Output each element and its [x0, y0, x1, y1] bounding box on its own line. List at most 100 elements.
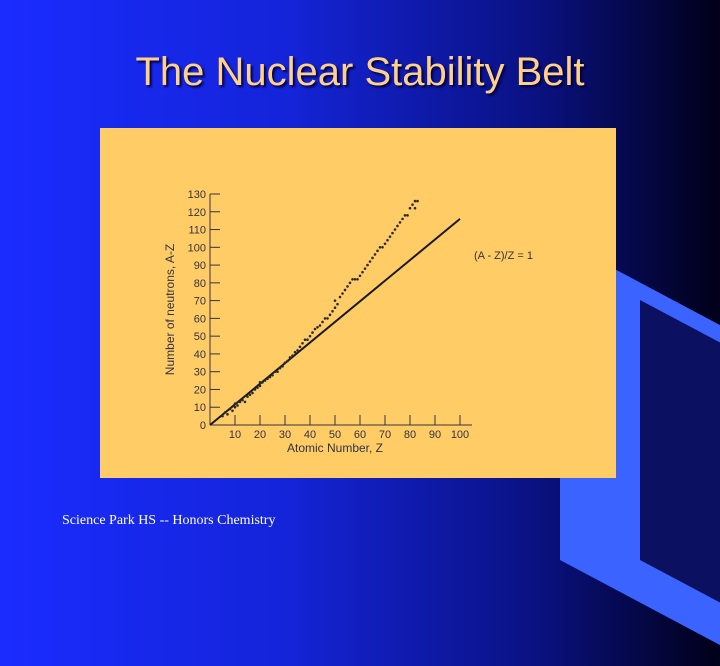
- data-point: [246, 395, 249, 398]
- data-point: [301, 341, 304, 345]
- data-point: [366, 263, 369, 267]
- y-tick-label: 70: [194, 296, 206, 308]
- data-point: [328, 313, 332, 317]
- data-point: [288, 356, 292, 359]
- data-point: [398, 221, 402, 224]
- data-point: [256, 386, 259, 389]
- data-point: [318, 324, 322, 327]
- data-point: [293, 350, 297, 354]
- data-point: [368, 260, 372, 263]
- data-point: [283, 361, 287, 365]
- y-tick-label: 120: [188, 207, 206, 219]
- x-tick-label: 40: [304, 429, 316, 441]
- data-point: [271, 373, 274, 377]
- data-point: [298, 345, 302, 349]
- data-point: [243, 400, 247, 404]
- y-tick-label: 60: [194, 313, 206, 325]
- reference-line-label: (A - Z)/Z = 1: [474, 250, 533, 262]
- y-tick-label: 20: [194, 384, 206, 396]
- data-point: [408, 206, 412, 210]
- data-point: [331, 309, 334, 313]
- data-point: [333, 299, 337, 302]
- data-point: [258, 381, 262, 384]
- data-point: [286, 359, 289, 363]
- data-point: [248, 393, 252, 397]
- x-axis-label: Atomic Number, Z: [287, 441, 383, 455]
- x-tick-label: 60: [354, 429, 366, 441]
- scatter-chart: 0 10 20 30 40 50 60 70 80 90 100 110 120 130 10 20 30 40 5…: [163, 189, 533, 455]
- x-tick-label: 30: [279, 429, 291, 441]
- data-point: [333, 306, 337, 310]
- data-point: [371, 256, 374, 260]
- data-point: [261, 381, 264, 384]
- x-tick-label: 50: [329, 429, 341, 441]
- data-point: [251, 391, 254, 395]
- y-tick-label: 30: [194, 367, 206, 379]
- x-tick-label: 20: [254, 429, 266, 441]
- data-point: [291, 354, 294, 357]
- data-point: [338, 295, 342, 299]
- data-point: [373, 253, 377, 256]
- x-tick-label: 10: [229, 429, 241, 441]
- data-point: [326, 317, 329, 320]
- x-tick-label: 70: [379, 429, 391, 441]
- data-point: [381, 246, 384, 249]
- data-point: [311, 331, 314, 334]
- data-point: [296, 349, 299, 352]
- data-point: [353, 277, 357, 281]
- data-point: [416, 199, 419, 203]
- data-point: [233, 405, 237, 409]
- accent-band-dark: [640, 300, 720, 614]
- footer-text: Science Park HS -- Honors Chemistry: [62, 513, 276, 528]
- data-point: [363, 267, 367, 270]
- data-point: [346, 285, 349, 288]
- data-point: [376, 249, 379, 253]
- data-point: [228, 407, 232, 411]
- data-point: [383, 242, 387, 246]
- data-point: [226, 413, 229, 416]
- data-point: [273, 370, 277, 373]
- data-point: [281, 365, 284, 368]
- data-point: [386, 238, 389, 242]
- data-point: [323, 317, 327, 320]
- y-tick-label: 10: [194, 402, 206, 414]
- data-point: [341, 292, 344, 295]
- data-point: [223, 411, 227, 414]
- data-point: [253, 388, 257, 391]
- y-axis-label: Number of neutrons, A-Z: [163, 244, 177, 375]
- data-point: [233, 402, 237, 405]
- chart-panel: 0 10 20 30 40 50 60 70 80 90 100 110 120 130 10 20 30 40 5…: [100, 128, 616, 478]
- data-point: [388, 235, 392, 238]
- x-tick-label: 90: [429, 429, 441, 441]
- y-tick-label: 0: [200, 420, 206, 432]
- data-point: [238, 400, 242, 404]
- data-point: [268, 375, 272, 379]
- data-point: [358, 274, 362, 278]
- reference-line: [209, 218, 461, 426]
- y-tick-label: 100: [188, 242, 206, 254]
- y-tick-label: 90: [194, 260, 206, 272]
- data-point: [356, 277, 359, 281]
- data-point: [263, 379, 267, 382]
- x-tick-label: 80: [404, 429, 416, 441]
- data-point: [391, 231, 394, 235]
- data-point: [278, 366, 282, 370]
- data-point: [413, 206, 417, 210]
- data-point: [221, 414, 224, 418]
- slide-title: The Nuclear Stability Belt: [135, 50, 585, 94]
- data-point: [348, 281, 352, 285]
- y-tick-label: 40: [194, 349, 206, 361]
- data-point: [231, 409, 234, 413]
- data-point: [401, 217, 404, 221]
- x-tick-label: 100: [451, 429, 469, 441]
- y-tick-label: 130: [188, 189, 206, 201]
- data-point: [241, 398, 244, 402]
- data-point: [306, 338, 309, 342]
- data-point: [351, 277, 354, 281]
- data-point: [276, 370, 279, 373]
- y-tick-label: 50: [194, 331, 206, 343]
- data-point: [396, 224, 399, 228]
- data-point: [258, 384, 262, 388]
- data-point: [343, 288, 347, 292]
- data-point: [266, 377, 269, 381]
